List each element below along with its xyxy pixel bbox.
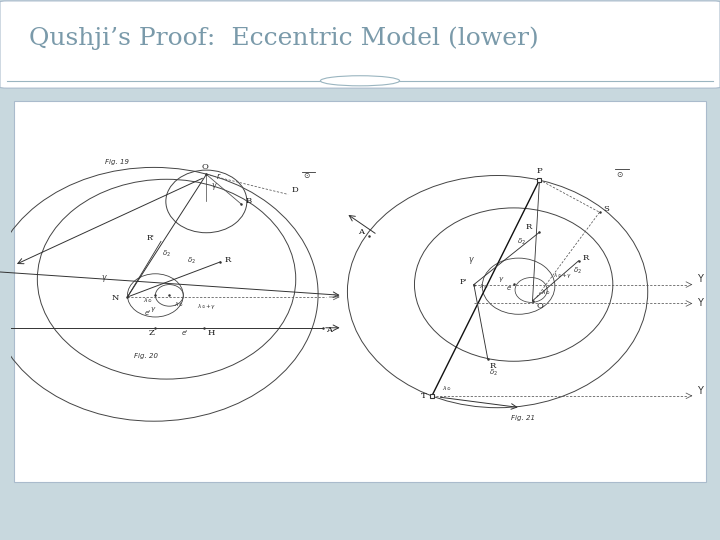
Text: R: R xyxy=(489,362,495,370)
Text: D: D xyxy=(292,186,298,194)
Text: $\gamma$: $\gamma$ xyxy=(468,255,475,266)
Text: H: H xyxy=(207,329,215,338)
Text: $\lambda_\odot$: $\lambda_\odot$ xyxy=(143,296,153,305)
Text: $\odot$: $\odot$ xyxy=(616,170,624,179)
Text: $\gamma$: $\gamma$ xyxy=(498,275,505,285)
Text: $\Upsilon$: $\Upsilon$ xyxy=(698,272,706,285)
Text: P': P' xyxy=(460,278,467,286)
Text: R: R xyxy=(225,256,231,264)
Text: $\delta_2$: $\delta_2$ xyxy=(187,256,197,266)
Text: e: e xyxy=(507,285,511,291)
Text: $\lambda_\odot$: $\lambda_\odot$ xyxy=(174,300,184,309)
Text: Fig. 21: Fig. 21 xyxy=(510,415,535,421)
Text: Fig. 20: Fig. 20 xyxy=(134,353,158,359)
Text: $\lambda_\odot\!+\!\gamma$: $\lambda_\odot\!+\!\gamma$ xyxy=(197,302,216,311)
FancyBboxPatch shape xyxy=(0,1,720,88)
Text: R: R xyxy=(582,254,589,262)
Text: Qushji’s Proof:  Eccentric Model (lower): Qushji’s Proof: Eccentric Model (lower) xyxy=(29,27,539,50)
Circle shape xyxy=(320,76,400,86)
Text: Fig. 19: Fig. 19 xyxy=(105,159,129,165)
Text: Z: Z xyxy=(148,329,154,338)
Text: $\gamma$: $\gamma$ xyxy=(101,273,108,284)
Text: e': e' xyxy=(181,330,187,336)
Text: $\Upsilon$: $\Upsilon$ xyxy=(698,383,706,396)
Text: T: T xyxy=(420,392,426,400)
Text: $\delta_2$: $\delta_2$ xyxy=(573,266,582,276)
Text: A: A xyxy=(326,326,333,334)
Text: R': R' xyxy=(147,234,155,242)
Text: $\gamma$: $\gamma$ xyxy=(210,181,217,192)
FancyBboxPatch shape xyxy=(14,101,706,482)
Text: $\Upsilon$: $\Upsilon$ xyxy=(698,296,706,308)
Text: $\lambda_\odot$: $\lambda_\odot$ xyxy=(480,282,490,291)
Text: $\lambda_\odot\!+\!\gamma$: $\lambda_\odot\!+\!\gamma$ xyxy=(554,271,572,280)
Text: $\delta_2$: $\delta_2$ xyxy=(162,248,171,259)
Text: $\lambda_\odot$: $\lambda_\odot$ xyxy=(441,384,451,393)
Text: $\delta_2$: $\delta_2$ xyxy=(489,368,498,379)
Text: $\gamma$: $\gamma$ xyxy=(150,305,157,314)
Text: R: R xyxy=(526,223,532,231)
Text: O: O xyxy=(536,302,544,310)
Text: B: B xyxy=(246,197,251,205)
Text: A: A xyxy=(358,228,364,236)
Text: N: N xyxy=(112,294,120,302)
Text: r: r xyxy=(217,172,220,181)
Text: e': e' xyxy=(144,310,150,316)
Text: P: P xyxy=(536,167,542,176)
Text: $\odot$: $\odot$ xyxy=(303,171,311,180)
Text: O: O xyxy=(202,163,208,171)
Text: $\lambda_\odot$: $\lambda_\odot$ xyxy=(541,288,551,297)
Text: $\delta_2$: $\delta_2$ xyxy=(517,237,526,247)
Text: S: S xyxy=(604,205,610,213)
